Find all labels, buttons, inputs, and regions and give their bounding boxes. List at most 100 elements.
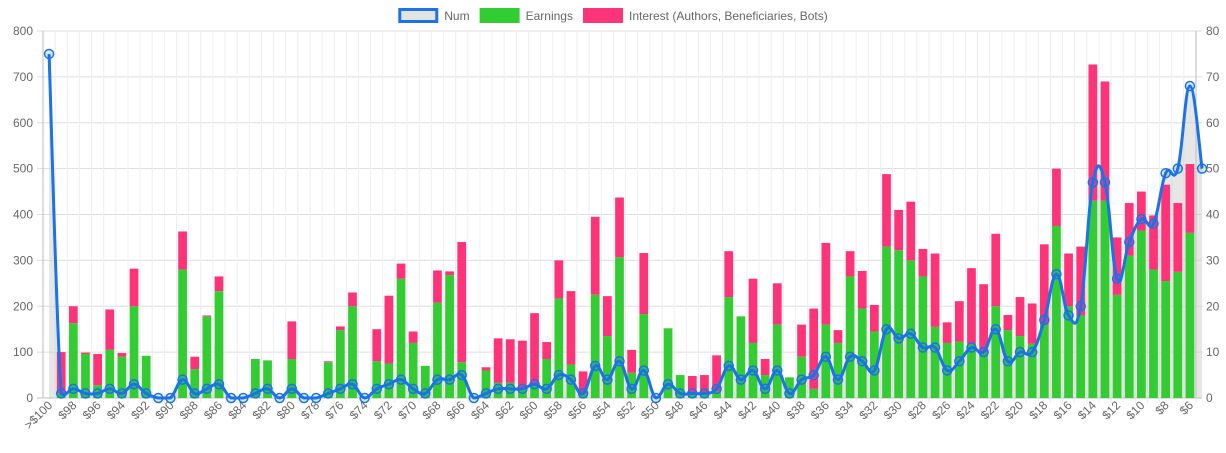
earnings-bar [918, 276, 928, 398]
earnings-bar [712, 391, 721, 398]
earnings-bar [178, 269, 187, 398]
num-point [614, 356, 625, 367]
legend-item-earnings[interactable]: Earnings [479, 8, 573, 23]
legend-swatch [479, 8, 520, 23]
interest-bar [724, 251, 734, 298]
interest-bar [81, 352, 90, 354]
num-point [541, 383, 552, 395]
y-right-tick-label: 10 [1206, 345, 1220, 359]
num-point [420, 388, 431, 399]
y-axis-right: 0 10 20 30 40 50 60 70 80 [1206, 24, 1220, 405]
interest-bar [1137, 191, 1146, 231]
interest-bar [870, 304, 879, 332]
interest-bar [845, 251, 855, 277]
earnings-bar [505, 382, 515, 398]
interest-bar [627, 349, 637, 373]
interest-bar [178, 231, 187, 270]
x-tick-label: $56 [565, 398, 589, 422]
earnings-bar [736, 316, 746, 398]
interest-bar [190, 356, 200, 370]
x-tick-label: $76 [322, 398, 346, 422]
num-point [1039, 314, 1050, 326]
num-point [905, 328, 917, 340]
earnings-bar [493, 382, 503, 398]
earnings-bar [639, 314, 649, 398]
interest-bar [335, 326, 345, 331]
interest-bar [542, 342, 552, 360]
earnings-bar [760, 375, 770, 398]
num-point [286, 383, 298, 395]
earnings-bar [1185, 232, 1195, 398]
x-tick-label: $24 [954, 398, 978, 422]
earnings-bar [420, 365, 430, 398]
num-point [371, 383, 383, 395]
earnings-bar [554, 298, 564, 398]
x-tick-label: $42 [735, 398, 759, 422]
x-tick-label: $44 [711, 398, 735, 422]
num-point [954, 356, 965, 367]
x-tick-label: $20 [1002, 398, 1026, 422]
interest-bar [396, 263, 406, 279]
y-axis-left: 0 100 200 300 400 500 600 700 800 [13, 24, 33, 405]
num-point [759, 383, 771, 395]
num-point [456, 369, 467, 381]
num-point [213, 378, 225, 390]
grid-lines [37, 30, 1202, 403]
num-point [238, 392, 249, 404]
num-line-path [47, 53, 1204, 400]
num-point [1063, 310, 1074, 321]
num-point [444, 374, 455, 385]
legend-label: Num [444, 9, 469, 23]
interest-bar [1015, 297, 1025, 337]
interest-bar [797, 324, 806, 357]
earnings-bar [627, 372, 637, 398]
interest-bar [117, 353, 127, 357]
legend[interactable]: Num Earnings Interest (Authors, Beneficiar… [398, 8, 828, 23]
num-point [322, 388, 334, 399]
earnings-bar [214, 291, 224, 398]
num-point [262, 383, 273, 395]
num-point [1075, 301, 1086, 312]
x-tick-label: $30 [881, 398, 905, 422]
num-point [589, 360, 601, 372]
earnings-bar [348, 306, 357, 398]
x-tick-label: $60 [517, 398, 541, 422]
interest-bar [882, 174, 891, 247]
earnings-bar [129, 306, 139, 398]
x-tick-label: $46 [687, 398, 711, 422]
legend-label: Interest (Authors, Beneficiaries, Bots) [629, 9, 828, 23]
num-point [1051, 268, 1062, 280]
earnings-bar [93, 385, 102, 398]
earnings-bar [991, 306, 1001, 398]
x-tick-label: $36 [808, 398, 832, 422]
earnings-bar [1124, 255, 1134, 398]
earnings-bar [263, 360, 272, 398]
earnings-bar [1137, 230, 1146, 398]
x-tick-label: $94 [104, 398, 128, 422]
legend-item-num[interactable]: Num [398, 8, 470, 23]
num-point [1111, 273, 1123, 284]
interest-bar [1100, 81, 1110, 201]
interest-bar [857, 270, 867, 309]
legend-item-interest[interactable]: Interest (Authors, Beneficiaries, Bots) [582, 8, 828, 23]
earnings-bar [56, 393, 66, 398]
earnings-bar [967, 343, 976, 398]
num-point [784, 388, 795, 399]
interest-bar [323, 361, 333, 363]
earnings-bar [481, 370, 491, 398]
y-right-tick-label: 60 [1206, 116, 1220, 130]
interest-bar [433, 270, 442, 303]
interest-bar [1039, 244, 1049, 325]
num-point [650, 392, 662, 404]
num-point [128, 378, 140, 390]
num-point [941, 365, 953, 376]
earnings-bar [408, 342, 418, 398]
num-point [92, 388, 103, 399]
num-point [553, 369, 565, 381]
earnings-bar [81, 353, 90, 398]
interest-bar [530, 313, 539, 385]
num-point [529, 378, 540, 390]
earnings-bar [117, 356, 127, 398]
interest-bar [505, 339, 515, 383]
earnings-bar [615, 257, 624, 398]
